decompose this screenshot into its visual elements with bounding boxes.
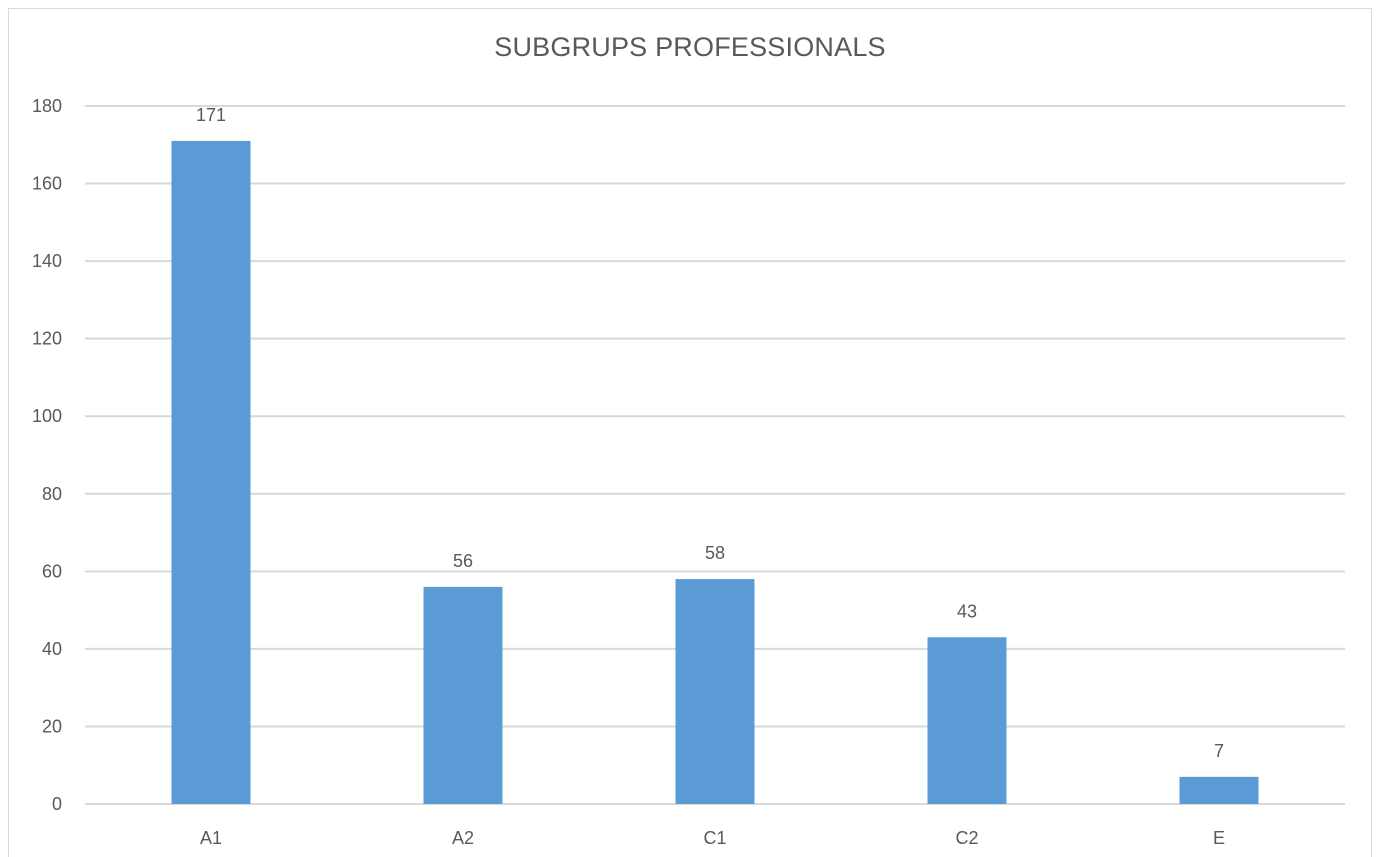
x-category-label: C2 [955,828,978,848]
x-axis-categories: A1 A2 C1 C2 E [200,828,1225,848]
data-label: 43 [957,601,977,621]
y-tick-label: 120 [32,329,62,349]
chart-title: SUBGRUPS PROFESSIONALS [494,32,886,62]
bar-c1 [675,579,755,804]
y-tick-label: 20 [42,716,62,736]
y-tick-label: 160 [32,174,62,194]
bar-e [1179,776,1259,804]
x-category-label: A2 [452,828,474,848]
gridlines [85,105,1345,805]
y-tick-label: 140 [32,251,62,271]
bars [171,140,1259,804]
data-labels: 171 56 58 43 7 [196,105,1224,761]
x-category-label: E [1213,828,1225,848]
bar-c2 [927,637,1007,804]
y-tick-label: 60 [42,561,62,581]
bar-a1 [171,140,251,804]
y-tick-label: 40 [42,639,62,659]
bar-a2 [423,586,503,804]
data-label: 56 [453,551,473,571]
y-tick-label: 80 [42,484,62,504]
data-label: 7 [1214,741,1224,761]
data-label: 58 [705,543,725,563]
y-tick-label: 0 [52,794,62,814]
y-axis-ticks: 0 20 40 60 80 100 120 140 160 180 [32,96,62,814]
x-category-label: A1 [200,828,222,848]
y-tick-label: 100 [32,406,62,426]
x-category-label: C1 [703,828,726,848]
data-label: 171 [196,105,226,125]
y-tick-label: 180 [32,96,62,116]
